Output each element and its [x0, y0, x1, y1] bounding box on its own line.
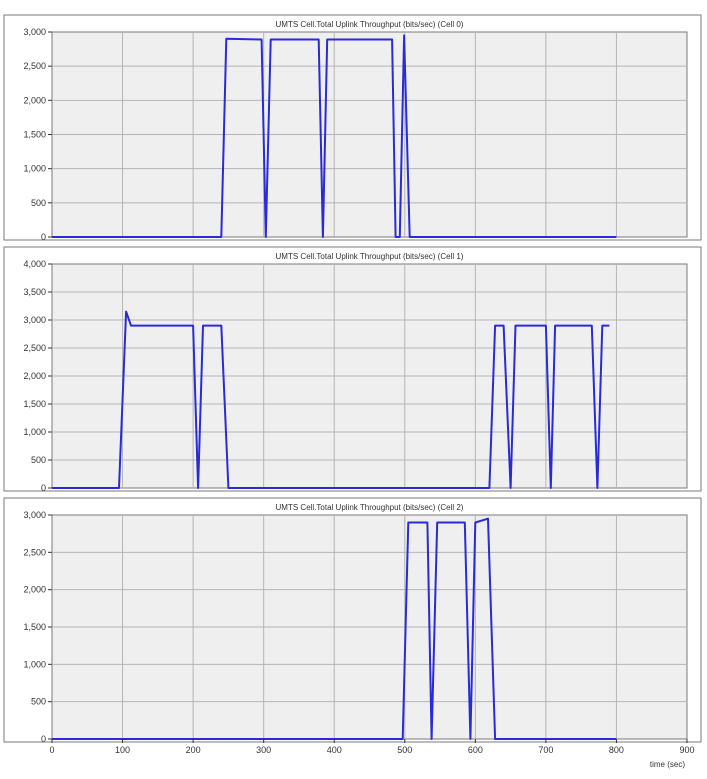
- y-tick-label: 4,000: [23, 259, 46, 269]
- x-tick-label: 400: [327, 745, 342, 755]
- y-tick-label: 2,500: [23, 61, 46, 71]
- x-axis-label: time (sec): [650, 760, 685, 769]
- y-tick-label: 1,000: [23, 164, 46, 174]
- x-tick-label: 800: [609, 745, 624, 755]
- series-line: [52, 34, 617, 238]
- y-tick-label: 2,500: [23, 547, 46, 557]
- series-line: [52, 310, 610, 489]
- y-tick-label: 0: [41, 734, 46, 744]
- y-tick-label: 2,000: [23, 585, 46, 595]
- y-tick-label: 0: [41, 232, 46, 242]
- x-tick-label: 300: [256, 745, 271, 755]
- y-tick-label: 2,000: [23, 95, 46, 105]
- y-tick-label: 500: [31, 455, 46, 465]
- series-line: [52, 517, 617, 740]
- y-tick-label: 1,500: [23, 130, 46, 140]
- y-tick-label: 3,000: [23, 510, 46, 520]
- y-tick-label: 3,000: [23, 27, 46, 37]
- y-tick-label: 500: [31, 198, 46, 208]
- y-tick-label: 500: [31, 697, 46, 707]
- y-tick-label: 1,500: [23, 622, 46, 632]
- y-tick-label: 2,000: [23, 371, 46, 381]
- x-tick-label: 900: [679, 745, 694, 755]
- x-tick-label: 0: [49, 745, 54, 755]
- x-tick-label: 200: [186, 745, 201, 755]
- y-tick-label: 2,500: [23, 343, 46, 353]
- x-tick-label: 100: [115, 745, 130, 755]
- y-tick-label: 3,000: [23, 315, 46, 325]
- y-tick-label: 1,000: [23, 659, 46, 669]
- x-tick-label: 700: [538, 745, 553, 755]
- y-tick-label: 1,500: [23, 399, 46, 409]
- x-tick-label: 600: [468, 745, 483, 755]
- chart-title: UMTS Cell.Total Uplink Throughput (bits/…: [276, 252, 464, 261]
- x-tick-label: 500: [397, 745, 412, 755]
- y-tick-label: 3,500: [23, 287, 46, 297]
- chart-title: UMTS Cell.Total Uplink Throughput (bits/…: [276, 20, 464, 29]
- chart-title: UMTS Cell.Total Uplink Throughput (bits/…: [276, 503, 464, 512]
- y-tick-label: 0: [41, 483, 46, 493]
- y-tick-label: 1,000: [23, 427, 46, 437]
